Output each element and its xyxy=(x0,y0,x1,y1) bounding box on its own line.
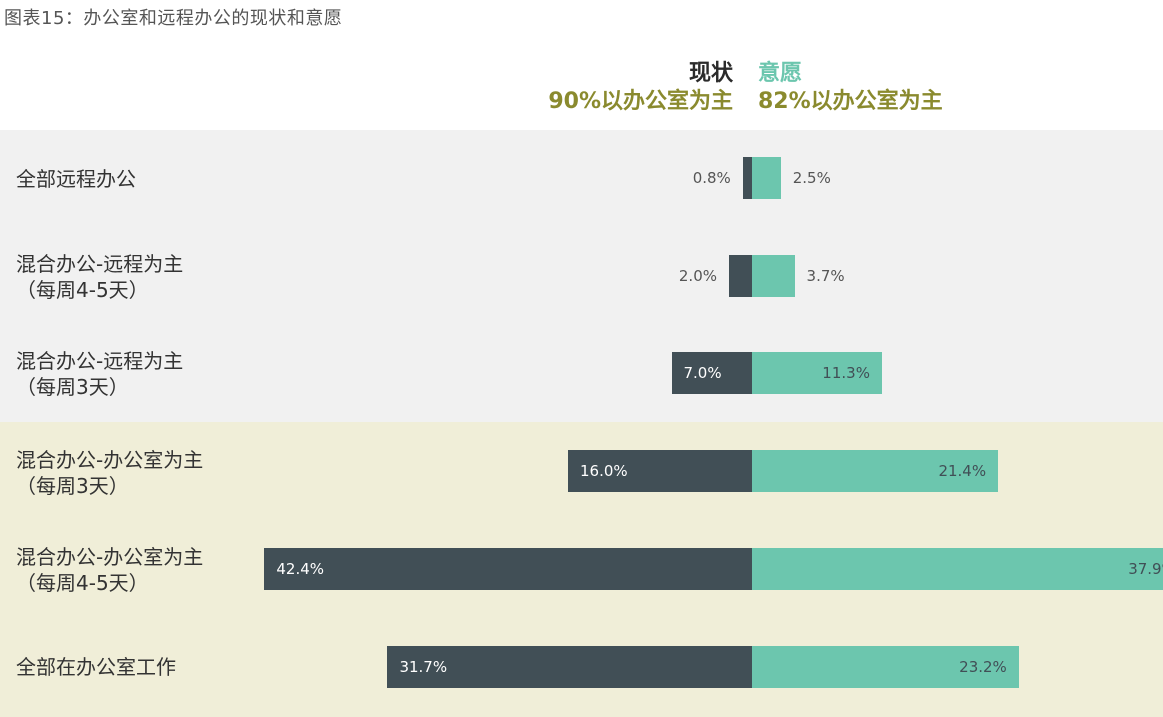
bar-desired xyxy=(752,255,795,297)
category-label: 混合办公-远程为主 （每周4-5天） xyxy=(16,251,183,303)
value-label-desired: 11.3% xyxy=(822,364,870,382)
value-label-desired: 2.5% xyxy=(792,169,831,187)
bar-current xyxy=(264,548,752,590)
bar-desired xyxy=(752,548,1163,590)
bar-desired xyxy=(752,157,781,199)
bar-current xyxy=(671,352,752,394)
legend-current: 现状 90%以办公室为主 xyxy=(548,60,733,116)
category-label-line1: 混合办公-办公室为主 xyxy=(16,545,204,569)
category-label-line1: 混合办公-远程为主 xyxy=(16,252,184,276)
category-label: 混合办公-办公室为主 （每周4-5天） xyxy=(16,544,203,596)
value-label-desired: 23.2% xyxy=(959,658,1007,676)
value-label-current: 7.0% xyxy=(683,364,722,382)
bar-current xyxy=(742,157,752,199)
category-label-line1: 全部远程办公 xyxy=(16,167,136,191)
category-label-line1: 全部在办公室工作 xyxy=(16,655,176,679)
category-label: 全部在办公室工作 xyxy=(16,654,176,680)
category-label: 混合办公-远程为主 （每周3天） xyxy=(16,348,183,400)
value-label-current: 31.7% xyxy=(399,658,448,676)
value-label-current: 16.0% xyxy=(580,462,628,480)
figure-title: 图表15：办公室和远程办公的现状和意愿 xyxy=(4,8,343,29)
category-label-line2: （每周3天） xyxy=(16,375,129,399)
bar-desired xyxy=(752,450,999,492)
value-label-current: 42.4% xyxy=(276,560,325,578)
category-label-line2: （每周4-5天） xyxy=(16,571,149,595)
category-label-line2: （每周4-5天） xyxy=(16,278,149,302)
legend-desired-name: 意愿 xyxy=(758,61,803,86)
value-label-current: 0.8% xyxy=(692,169,731,187)
category-label-line1: 混合办公-远程为主 xyxy=(16,349,184,373)
value-label-desired: 37.9% xyxy=(1128,560,1163,578)
bar-current xyxy=(568,450,752,492)
category-label-line1: 混合办公-办公室为主 xyxy=(16,448,204,472)
value-label-current: 2.0% xyxy=(678,267,717,285)
bar-current xyxy=(729,255,752,297)
legend-desired: 意愿 82%以办公室为主 xyxy=(758,60,943,116)
bar-desired xyxy=(752,352,882,394)
category-label: 混合办公-办公室为主 （每周3天） xyxy=(16,447,203,499)
legend-current-name: 现状 xyxy=(688,61,733,86)
legend-current-subtitle: 90%以办公室为主 xyxy=(548,89,733,114)
bar-desired xyxy=(752,646,1019,688)
value-label-desired: 3.7% xyxy=(806,267,845,285)
value-label-desired: 21.4% xyxy=(938,462,987,480)
bar-current xyxy=(387,646,752,688)
legend: 现状 90%以办公室为主 意愿 82%以办公室为主 xyxy=(0,60,1163,120)
category-label-line2: （每周3天） xyxy=(16,474,129,498)
category-label: 全部远程办公 xyxy=(16,166,136,192)
remote-group-band xyxy=(0,130,1163,422)
legend-desired-subtitle: 82%以办公室为主 xyxy=(758,89,943,114)
